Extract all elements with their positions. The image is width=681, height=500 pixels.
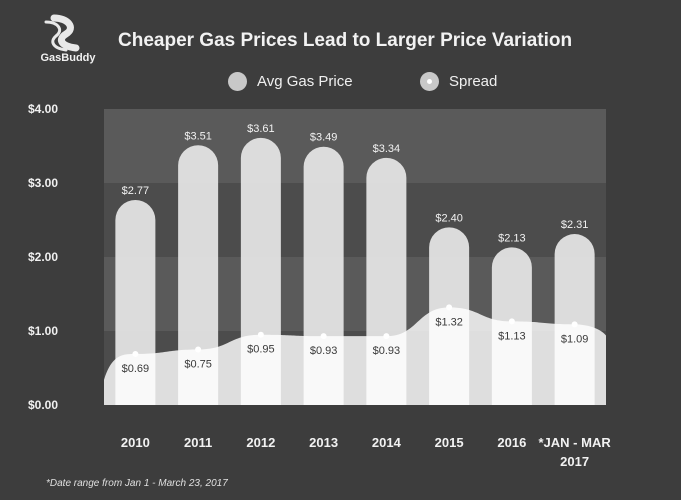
chart-title: Cheaper Gas Prices Lead to Larger Price …	[118, 30, 573, 51]
spread-value-label: $1.32	[435, 316, 463, 328]
bar-avg-gas-price	[178, 145, 219, 405]
y-tick-label: $4.00	[28, 102, 58, 116]
x-tick-label: 2017	[560, 454, 589, 469]
spread-value-label: $0.95	[247, 344, 275, 356]
spread-value-label: $0.93	[373, 345, 401, 357]
bar-value-label: $2.77	[122, 185, 150, 197]
y-tick-label: $0.00	[28, 398, 58, 412]
brand-name: GasBuddy	[40, 52, 96, 64]
legend-label-spread: Spread	[449, 73, 498, 90]
x-tick-label: *JAN - MAR	[539, 435, 612, 450]
spread-point	[132, 350, 139, 357]
spread-point	[571, 321, 578, 328]
x-tick-label: 2015	[435, 435, 464, 450]
spread-point	[383, 333, 390, 340]
y-tick-label: $1.00	[28, 324, 58, 338]
spread-value-label: $1.09	[561, 333, 589, 345]
bar-value-label: $2.13	[498, 232, 526, 244]
x-tick-label: 2011	[184, 435, 212, 450]
spread-point	[320, 333, 327, 340]
bar-value-label: $3.61	[247, 123, 275, 135]
legend-swatch-spread	[420, 72, 439, 91]
spread-point	[195, 346, 202, 353]
spread-value-label: $0.93	[310, 345, 338, 357]
road-swoosh-icon	[44, 14, 80, 52]
bar-value-label: $3.34	[373, 143, 401, 155]
spread-point	[446, 304, 453, 311]
footnote: *Date range from Jan 1 - March 23, 2017	[46, 478, 228, 489]
bar-value-label: $3.51	[184, 130, 212, 142]
x-tick-label: 2010	[121, 435, 150, 450]
legend-item-spread: Spread	[420, 72, 497, 91]
legend-swatch-avg-gas-price	[228, 72, 247, 91]
spread-value-label: $0.69	[122, 363, 150, 375]
bar-value-label: $2.40	[435, 212, 463, 224]
spread-area	[104, 307, 606, 405]
spread-value-label: $0.75	[184, 359, 212, 371]
spread-point	[508, 318, 515, 325]
bar-avg-gas-price	[115, 200, 156, 405]
bar-value-label: $3.49	[310, 132, 338, 144]
x-tick-label: 2012	[246, 435, 275, 450]
legend-item-avg-gas-price: Avg Gas Price	[228, 72, 353, 91]
spread-point	[257, 331, 264, 338]
x-tick-label: 2014	[372, 435, 402, 450]
y-tick-label: $2.00	[28, 250, 58, 264]
x-tick-label: 2013	[309, 435, 338, 450]
legend-label-avg-gas-price: Avg Gas Price	[257, 73, 353, 90]
spread-value-label: $1.13	[498, 330, 526, 342]
x-tick-label: 2016	[497, 435, 526, 450]
y-tick-label: $3.00	[28, 176, 58, 190]
gasbuddy-logo: GasBuddy	[32, 14, 104, 70]
bar-value-label: $2.31	[561, 219, 589, 231]
